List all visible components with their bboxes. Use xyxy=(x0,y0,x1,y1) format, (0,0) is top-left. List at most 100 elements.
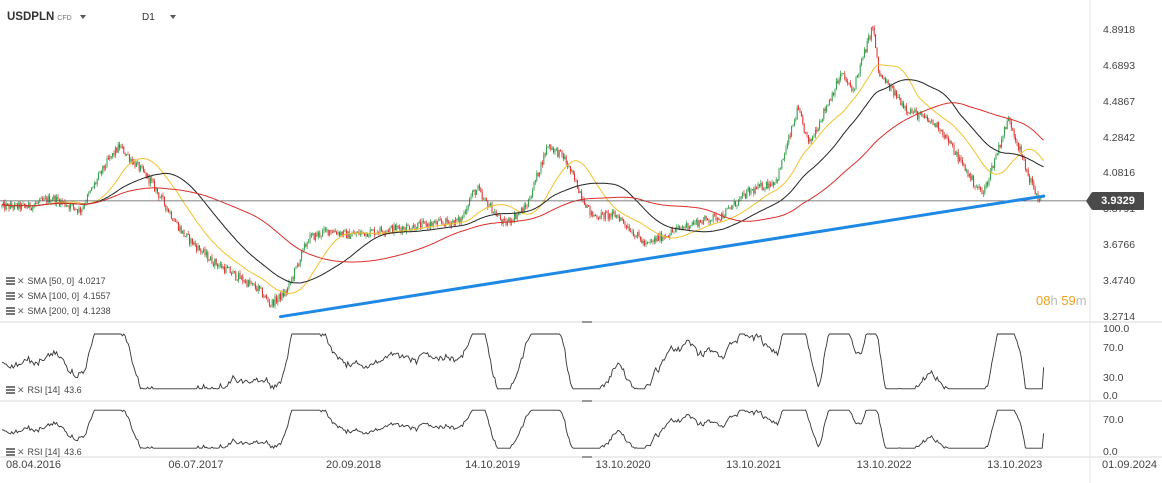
candle-body xyxy=(705,216,707,219)
candle-body xyxy=(467,205,469,209)
candle-body xyxy=(925,116,927,119)
candle-body xyxy=(217,264,219,267)
candle-body xyxy=(708,220,710,223)
candle-body xyxy=(462,217,464,219)
candle-body xyxy=(50,200,52,203)
candle-body xyxy=(546,146,548,155)
y-tick-label: 4.4867 xyxy=(1103,95,1136,108)
close-icon[interactable]: ✕ xyxy=(17,290,25,301)
candle-body xyxy=(287,288,289,294)
candle-body xyxy=(215,258,217,265)
candle-body xyxy=(799,109,801,113)
candle-body xyxy=(96,179,98,184)
candle-body xyxy=(562,154,564,160)
candle-body xyxy=(859,64,861,75)
candle-body xyxy=(75,209,77,211)
candle-body xyxy=(357,231,359,234)
candle-body xyxy=(712,214,714,220)
candle-body xyxy=(81,209,83,213)
candle-body xyxy=(757,184,759,190)
settings-icon[interactable] xyxy=(6,386,15,394)
symbol-dropdown-icon[interactable] xyxy=(79,15,86,19)
candle-body xyxy=(452,220,454,223)
candle-body xyxy=(478,185,480,189)
candle-body xyxy=(568,166,570,168)
candle-body xyxy=(210,256,212,261)
candle-body xyxy=(116,147,118,153)
candle-body xyxy=(785,147,787,155)
settings-icon[interactable] xyxy=(6,448,15,456)
candle-body xyxy=(672,229,674,232)
close-icon[interactable]: ✕ xyxy=(17,275,25,286)
pane-resize-handle-3[interactable] xyxy=(582,456,592,458)
candle-body xyxy=(953,145,955,155)
timeframe-selector[interactable]: D1 xyxy=(142,9,176,25)
timeframe-dropdown-icon[interactable] xyxy=(169,15,176,19)
candle-body xyxy=(320,235,322,237)
candle-body xyxy=(77,209,79,213)
candle-body xyxy=(112,153,114,157)
candle-body xyxy=(390,225,392,228)
candle-body xyxy=(666,236,668,237)
candle-body xyxy=(970,173,972,181)
candle-body xyxy=(952,143,954,146)
candle-body xyxy=(418,221,420,223)
candle-body xyxy=(805,132,807,133)
candle-body xyxy=(373,229,375,235)
pane-resize-handle-2[interactable] xyxy=(582,400,592,402)
x-tick-label: 01.09.2024 xyxy=(1102,459,1158,471)
candle-body xyxy=(796,107,798,120)
x-tick-label: 20.09.2018 xyxy=(326,459,382,471)
candle-body xyxy=(686,222,688,228)
candle-body xyxy=(193,242,195,245)
candle-body xyxy=(687,222,689,230)
y-tick-label: 4.6893 xyxy=(1103,59,1136,72)
candle-body xyxy=(1023,157,1025,160)
candle-body xyxy=(109,156,111,160)
close-icon[interactable]: ✕ xyxy=(17,384,25,395)
symbol-selector[interactable]: USDPLN CFD xyxy=(7,9,86,25)
candle-body xyxy=(725,208,727,217)
candle-body xyxy=(501,219,503,224)
candle-body xyxy=(617,215,619,217)
legend-rsi-2[interactable]: ✕ RSI [14] 43.6 xyxy=(6,446,82,458)
candle-body xyxy=(581,191,583,199)
candle-body xyxy=(974,186,976,187)
legend-sma200[interactable]: ✕ SMA [200, 0] 4.1238 xyxy=(6,305,111,317)
pane-resize-handle-1[interactable] xyxy=(582,321,592,323)
candle-body xyxy=(93,183,95,188)
candle-body xyxy=(921,112,923,116)
candle-body xyxy=(47,196,49,203)
candle-body xyxy=(540,162,542,173)
candle-body xyxy=(858,74,860,76)
settings-icon[interactable] xyxy=(6,277,15,285)
candle-body xyxy=(361,231,363,233)
candle-body xyxy=(228,267,230,269)
candle-body xyxy=(525,205,527,207)
candle-body xyxy=(435,221,437,225)
legend-rsi-1[interactable]: ✕ RSI [14] 43.6 xyxy=(6,384,82,396)
candle-body xyxy=(149,178,151,184)
candle-body xyxy=(975,186,977,188)
candle-body xyxy=(959,157,961,162)
candle-body xyxy=(91,187,93,191)
candle-body xyxy=(1019,146,1021,150)
close-icon[interactable]: ✕ xyxy=(17,446,25,457)
candle-body xyxy=(226,266,228,269)
candle-body xyxy=(876,48,878,57)
candle-body xyxy=(170,211,172,219)
settings-icon[interactable] xyxy=(6,307,15,315)
candle-body xyxy=(406,224,408,232)
candle-body xyxy=(621,218,623,220)
legend-sma50[interactable]: ✕ SMA [50, 0] 4.0217 xyxy=(6,275,106,287)
candle-body xyxy=(553,148,555,153)
legend-sma100[interactable]: ✕ SMA [100, 0] 4.1557 xyxy=(6,290,111,302)
close-icon[interactable]: ✕ xyxy=(17,305,25,316)
y-tick-label: 4.0816 xyxy=(1103,167,1136,180)
rsi-line-2 xyxy=(1,409,1045,450)
candle-body xyxy=(15,203,17,205)
candle-body xyxy=(926,116,928,120)
settings-icon[interactable] xyxy=(6,292,15,300)
countdown-h-unit: h xyxy=(1050,293,1058,308)
